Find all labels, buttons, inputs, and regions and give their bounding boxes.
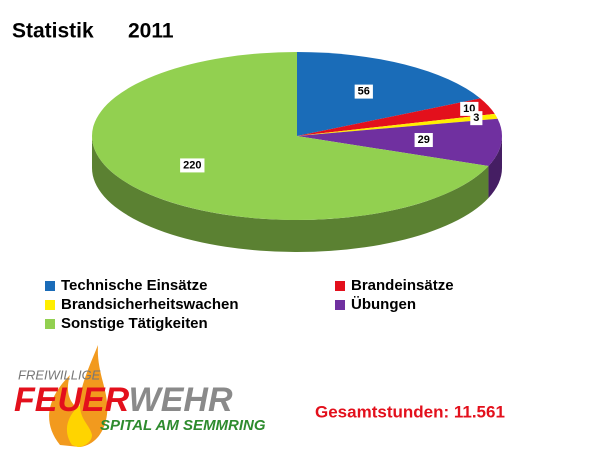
annotation: Gesamtstunden: 11.561 (315, 402, 505, 421)
pie-side (92, 136, 489, 253)
legend-swatch (45, 300, 55, 310)
data-label-box (414, 133, 433, 148)
data-label: 220 (183, 159, 201, 171)
legend-swatch (335, 300, 345, 310)
chart-title: Statistik (12, 20, 94, 43)
legend-label: Sonstige Tätigkeiten (61, 315, 208, 332)
logo-name-1: FEUER (14, 381, 130, 419)
legend-swatch (45, 319, 55, 329)
flame-core (66, 405, 92, 447)
logo-top: FREIWILLIGE (18, 367, 101, 382)
pie-slice (92, 52, 489, 220)
legend-label: Brandeinsätze (351, 277, 454, 294)
legend-swatch (335, 281, 345, 291)
pie-slice (297, 98, 495, 136)
pie-slice (297, 113, 498, 136)
data-label: 3 (473, 112, 479, 124)
data-label-box (470, 111, 483, 126)
legend-label: Technische Einsätze (61, 277, 207, 294)
data-label-box (354, 84, 373, 99)
pie-side (488, 136, 502, 199)
chart-subtitle: 2011 (128, 20, 174, 43)
legend-swatch (45, 281, 55, 291)
flame (49, 345, 108, 447)
logo: FREIWILLIGE FEUERWEHR SPITAL AM SEMMRING (14, 345, 266, 447)
data-label: 56 (358, 86, 370, 98)
pie-slice (297, 52, 481, 136)
legend-label: Übungen (351, 296, 416, 313)
data-label-box (180, 158, 205, 173)
pie-slice (297, 118, 503, 167)
legend-label: Brandsicherheitswachen (61, 296, 239, 313)
logo-place: SPITAL AM SEMMRING (100, 417, 266, 434)
logo-name-2: WEHR (129, 381, 233, 419)
pie (92, 52, 503, 253)
data-label: 29 (418, 134, 430, 146)
logo-name: FEUERWEHR (14, 381, 233, 419)
